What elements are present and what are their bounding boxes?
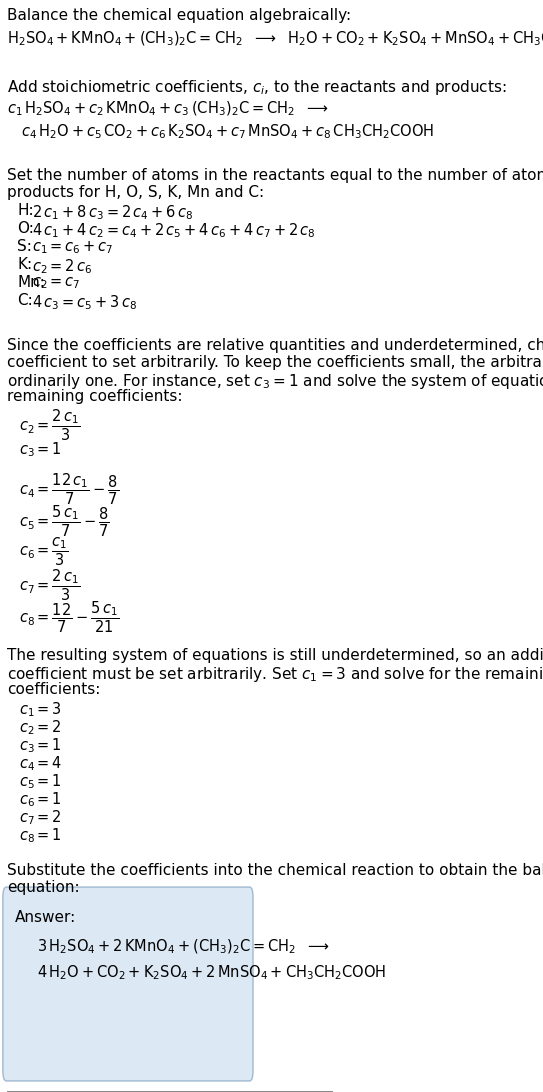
Text: $c_1 = c_6 + c_7$: $c_1 = c_6 + c_7$ [33, 239, 114, 256]
Text: $c_4 = \dfrac{12\,c_1}{7} - \dfrac{8}{7}$: $c_4 = \dfrac{12\,c_1}{7} - \dfrac{8}{7}… [18, 472, 119, 508]
Text: Balance the chemical equation algebraically:: Balance the chemical equation algebraica… [8, 8, 352, 23]
Text: $c_4 = 4$: $c_4 = 4$ [18, 753, 62, 773]
Text: $c_2 = 2$: $c_2 = 2$ [18, 719, 61, 737]
Text: $c_3 = 1$: $c_3 = 1$ [18, 736, 61, 755]
Text: $\quad c_4\,\mathrm{H_2O} + c_5\,\mathrm{CO_2} + c_6\,\mathrm{K_2SO_4} + c_7\,\m: $\quad c_4\,\mathrm{H_2O} + c_5\,\mathrm… [8, 122, 435, 141]
Text: O:: O: [17, 221, 34, 236]
Text: H:: H: [17, 203, 34, 218]
Text: $c_1 = 3$: $c_1 = 3$ [18, 700, 62, 719]
FancyBboxPatch shape [3, 887, 253, 1081]
Text: $c_2 = 2\,c_6$: $c_2 = 2\,c_6$ [33, 257, 93, 275]
Text: $c_5 = \dfrac{5\,c_1}{7} - \dfrac{8}{7}$: $c_5 = \dfrac{5\,c_1}{7} - \dfrac{8}{7}$ [18, 505, 110, 539]
Text: $c_2 = c_7$: $c_2 = c_7$ [33, 275, 81, 290]
Text: Add stoichiometric coefficients, $c_i$, to the reactants and products:: Add stoichiometric coefficients, $c_i$, … [8, 78, 507, 97]
Text: $c_6 = \dfrac{c_1}{3}$: $c_6 = \dfrac{c_1}{3}$ [18, 536, 68, 568]
Text: $4\,c_3 = c_5 + 3\,c_8$: $4\,c_3 = c_5 + 3\,c_8$ [33, 293, 137, 311]
Text: $4\,\mathrm{H_2O} + \mathrm{CO_2} + \mathrm{K_2SO_4} + 2\,\mathrm{MnSO_4} + \mat: $4\,\mathrm{H_2O} + \mathrm{CO_2} + \mat… [37, 963, 387, 982]
Text: Mn:: Mn: [17, 275, 46, 290]
Text: $c_2 = \dfrac{2\,c_1}{3}$: $c_2 = \dfrac{2\,c_1}{3}$ [18, 408, 80, 443]
Text: $\mathrm{H_2SO_4 + KMnO_4 + (CH_3)_2C{=}CH_2}$  $\longrightarrow$  $\mathrm{H_2O: $\mathrm{H_2SO_4 + KMnO_4 + (CH_3)_2C{=}… [8, 29, 543, 48]
Text: equation:: equation: [8, 880, 80, 895]
Text: Set the number of atoms in the reactants equal to the number of atoms in the: Set the number of atoms in the reactants… [8, 168, 543, 183]
Text: Substitute the coefficients into the chemical reaction to obtain the balanced: Substitute the coefficients into the che… [8, 863, 543, 878]
Text: $c_3 = 1$: $c_3 = 1$ [18, 440, 61, 459]
Text: $c_8 = \dfrac{12}{7} - \dfrac{5\,c_1}{21}$: $c_8 = \dfrac{12}{7} - \dfrac{5\,c_1}{21… [18, 600, 119, 636]
Text: C:: C: [17, 293, 33, 308]
Text: coefficients:: coefficients: [8, 682, 101, 697]
Text: K:: K: [17, 257, 33, 272]
Text: $2\,c_1 + 8\,c_3 = 2\,c_4 + 6\,c_8$: $2\,c_1 + 8\,c_3 = 2\,c_4 + 6\,c_8$ [33, 203, 194, 222]
Text: $c_5 = 1$: $c_5 = 1$ [18, 772, 61, 791]
Text: coefficient must be set arbitrarily. Set $c_1 = 3$ and solve for the remaining: coefficient must be set arbitrarily. Set… [8, 665, 543, 684]
Text: $c_8 = 1$: $c_8 = 1$ [18, 826, 61, 845]
Text: $c_6 = 1$: $c_6 = 1$ [18, 790, 61, 809]
Text: Since the coefficients are relative quantities and underdetermined, choose a: Since the coefficients are relative quan… [8, 339, 543, 353]
Text: S:: S: [17, 239, 33, 254]
Text: $c_7 = 2$: $c_7 = 2$ [18, 808, 61, 827]
Text: Answer:: Answer: [15, 910, 76, 925]
Text: $c_7 = \dfrac{2\,c_1}{3}$: $c_7 = \dfrac{2\,c_1}{3}$ [18, 568, 80, 603]
Text: ordinarily one. For instance, set $c_3 = 1$ and solve the system of equations fo: ordinarily one. For instance, set $c_3 =… [8, 372, 543, 391]
Text: coefficient to set arbitrarily. To keep the coefficients small, the arbitrary va: coefficient to set arbitrarily. To keep … [8, 355, 543, 370]
Text: $4\,c_1 + 4\,c_2 = c_4 + 2\,c_5 + 4\,c_6 + 4\,c_7 + 2\,c_8$: $4\,c_1 + 4\,c_2 = c_4 + 2\,c_5 + 4\,c_6… [33, 221, 316, 240]
Text: products for H, O, S, K, Mn and C:: products for H, O, S, K, Mn and C: [8, 185, 264, 200]
Text: The resulting system of equations is still underdetermined, so an additional: The resulting system of equations is sti… [8, 648, 543, 663]
Text: remaining coefficients:: remaining coefficients: [8, 389, 183, 404]
Text: $3\,\mathrm{H_2SO_4} + 2\,\mathrm{KMnO_4} + \mathrm{(CH_3)_2C{=}CH_2}$  $\longri: $3\,\mathrm{H_2SO_4} + 2\,\mathrm{KMnO_4… [37, 938, 331, 957]
Text: $c_1\,\mathrm{H_2SO_4} + c_2\,\mathrm{KMnO_4} + c_3\,\mathrm{(CH_3)_2C{=}CH_2}$ : $c_1\,\mathrm{H_2SO_4} + c_2\,\mathrm{KM… [8, 100, 330, 118]
